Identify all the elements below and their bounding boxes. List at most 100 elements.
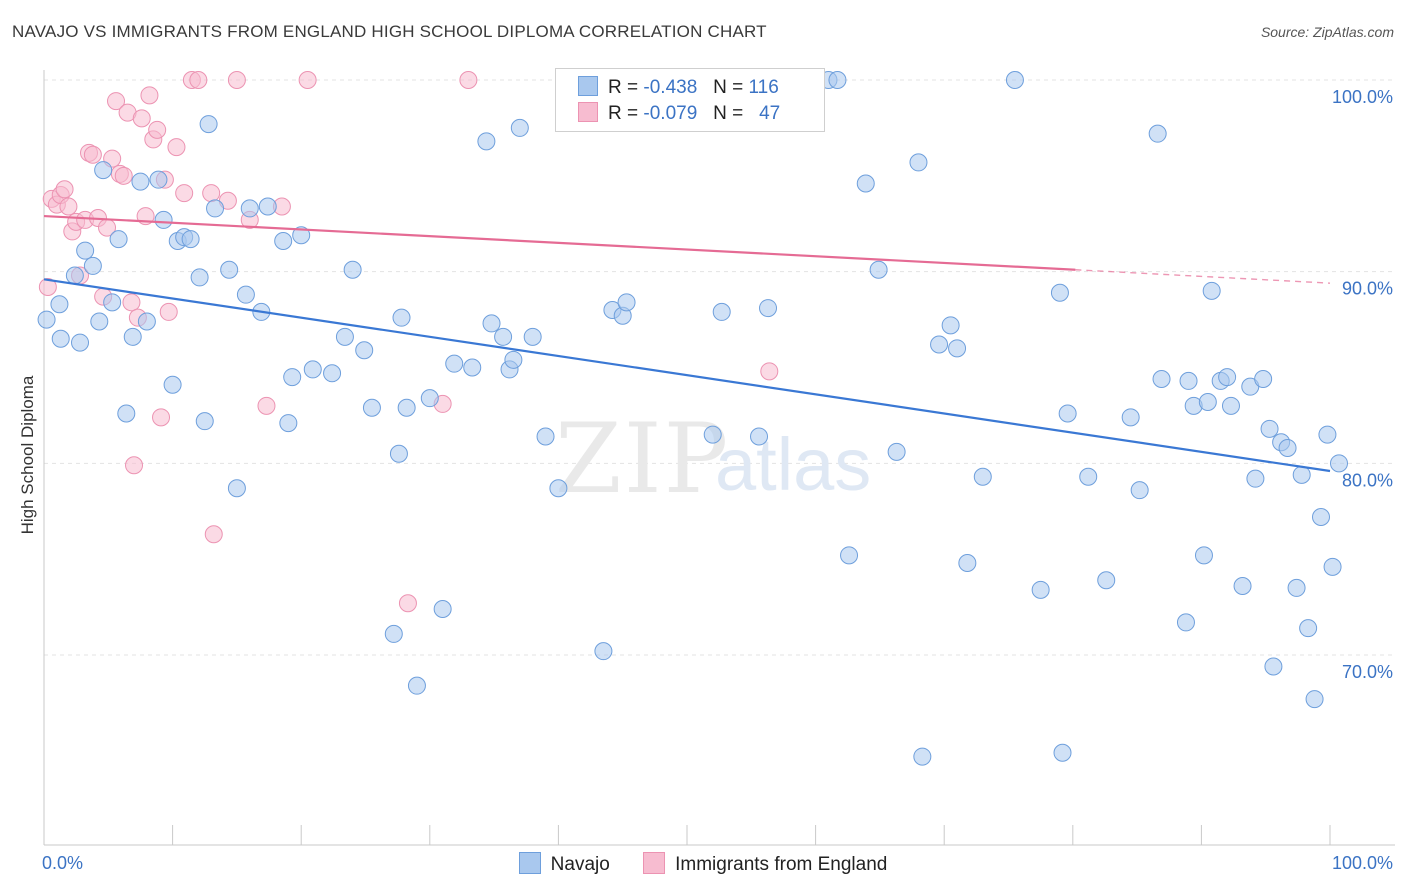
navajo-point (1305, 690, 1324, 709)
navajo-legend-swatch (518, 852, 541, 874)
navajo-point (420, 389, 439, 408)
legend-item-england: Immigrants from England (643, 852, 887, 876)
navajo-point (594, 642, 613, 661)
england-swatch (578, 102, 598, 122)
navajo-point (504, 350, 523, 369)
navajo-point (1254, 370, 1273, 388)
navajo-point (1246, 469, 1265, 488)
navajo-point (433, 600, 452, 618)
n-value: 116 (748, 77, 779, 98)
england-legend-swatch (643, 852, 666, 874)
navajo-point (1179, 371, 1198, 390)
navajo-point (1053, 743, 1072, 762)
legend-row-navajo: R = -0.438 N = 116 (578, 76, 779, 98)
navajo-point (510, 118, 529, 137)
y-tick-label: 100.0% (1332, 87, 1393, 107)
navajo-point (76, 241, 95, 260)
y-tick-labels: 100.0% 90.0% 80.0% 70.0% (1332, 87, 1393, 682)
x-tick-label-max: 100.0% (1332, 853, 1393, 873)
navajo-point (362, 398, 381, 417)
y-tick-label: 90.0% (1342, 279, 1393, 299)
navajo-point (1031, 580, 1050, 599)
navajo-point (759, 299, 778, 318)
navajo-point (335, 327, 354, 346)
navajo-point (355, 341, 374, 360)
navajo-point (1058, 404, 1077, 423)
navajo-point (703, 425, 722, 444)
navajo-point (240, 199, 259, 218)
source-credit: Source: ZipAtlas.com (1260, 24, 1394, 40)
navajo-point (149, 170, 168, 189)
navajo-point (1148, 124, 1167, 143)
navajo-point (463, 358, 482, 377)
navajo-point (407, 676, 426, 695)
navajo-point (869, 260, 888, 279)
navajo-point (494, 327, 513, 346)
england-point (122, 293, 141, 312)
legend-label-england: Immigrants from England (675, 854, 888, 875)
navajo-point (236, 285, 255, 304)
navajo-point (1097, 571, 1116, 590)
watermark-atlas: atlas (715, 423, 871, 506)
navajo-point (1323, 557, 1342, 576)
england-point (125, 456, 144, 475)
navajo-point (1318, 425, 1337, 444)
navajo-point (181, 230, 200, 249)
r-value: -0.438 (643, 77, 698, 98)
navajo-point (123, 327, 142, 346)
navajo-point (397, 398, 416, 417)
navajo-point (1050, 283, 1069, 302)
navajo-point (1202, 281, 1221, 300)
navajo-point (948, 339, 967, 358)
england-point (175, 184, 194, 203)
england-point (152, 408, 171, 427)
navajo-point (1221, 396, 1240, 415)
navajo-point (617, 293, 636, 312)
points-navajo (37, 71, 1349, 766)
navajo-swatch (578, 76, 598, 96)
navajo-point (973, 467, 992, 486)
navajo-point (65, 266, 84, 285)
watermark: ZIP atlas (555, 403, 871, 515)
navajo-point (750, 427, 769, 446)
navajo-point (384, 624, 403, 643)
n-value: 47 (759, 103, 781, 124)
navajo-point (37, 310, 56, 329)
navajo-point (303, 360, 322, 379)
navajo-point (258, 197, 277, 216)
r-value: -0.079 (643, 103, 698, 124)
england-point (38, 278, 57, 296)
navajo-point (477, 132, 496, 151)
england-point (189, 71, 208, 89)
navajo-point (1176, 613, 1195, 632)
watermark-zip: ZIP (555, 403, 730, 515)
navajo-point (137, 312, 156, 331)
navajo-point (292, 226, 311, 245)
navajo-point (712, 302, 731, 321)
y-tick-label: 80.0% (1342, 470, 1393, 490)
grid-lines (44, 79, 1395, 656)
england-point (204, 525, 223, 544)
navajo-point (913, 747, 932, 766)
england-point (148, 120, 167, 139)
england-point (59, 197, 78, 216)
england-trend-line (43, 214, 1076, 271)
england-point (132, 109, 151, 128)
y-axis-label: High School Diploma (18, 375, 37, 534)
navajo-point (1260, 419, 1279, 438)
navajo-point (549, 479, 568, 498)
navajo-point (83, 256, 102, 275)
navajo-point (1121, 408, 1140, 427)
r-label: R = (608, 77, 639, 98)
navajo-point (227, 479, 246, 498)
navajo-point (930, 335, 949, 354)
n-label: N = (713, 103, 744, 124)
navajo-point (482, 314, 501, 333)
england-point (114, 166, 133, 185)
navajo-point (523, 327, 542, 346)
navajo-point (1330, 454, 1349, 473)
navajo-point (840, 546, 859, 565)
navajo-point (828, 71, 847, 89)
england-point (760, 362, 779, 381)
